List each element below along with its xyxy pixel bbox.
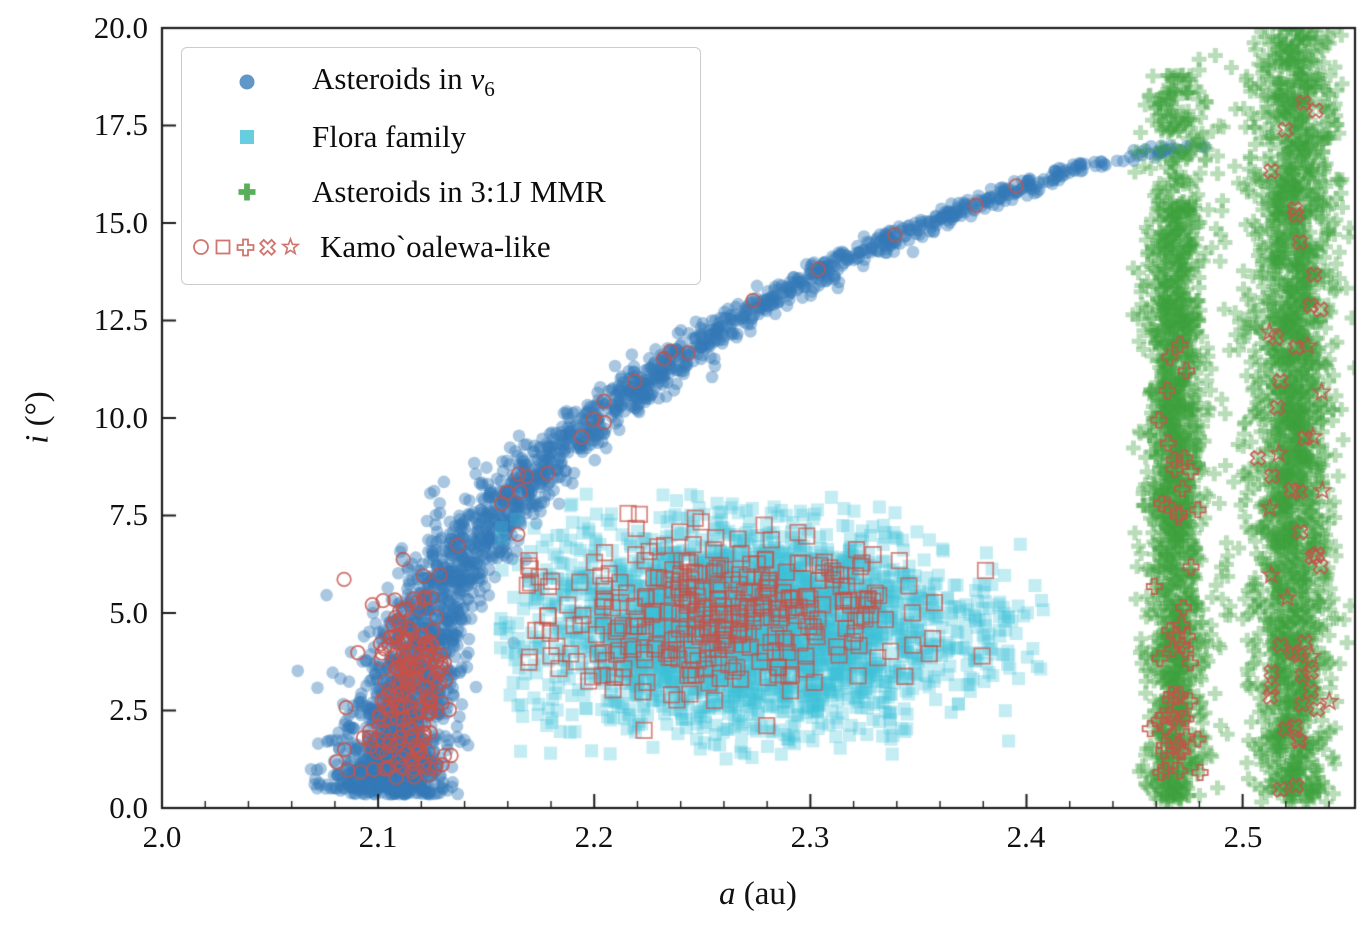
y-tick-label: 15.0 [93,205,148,240]
x-tick-label: 2.1 [358,819,398,854]
y-tick-label: 2.5 [109,692,148,727]
filled-circle-icon [182,65,312,99]
y-tick-label: 10.0 [93,400,148,435]
x-tick-label: 2.2 [574,819,614,854]
legend-item-flora: Flora family [182,109,700,164]
x-tick-label: 2.0 [142,819,182,854]
y-tick-label: 7.5 [109,497,148,532]
x-tick-label: 2.3 [790,819,830,854]
y-axis-label: i (°) [19,391,56,444]
legend-item-label: Asteroids in 3:1J MMR [312,173,606,209]
legend-item-mmr: Asteroids in 3:1J MMR [182,164,700,219]
y-tick-label: 5.0 [109,595,148,630]
open-markers-icon [182,230,320,264]
y-tick-label: 0.0 [109,790,148,825]
x-tick-label: 2.5 [1223,819,1263,854]
legend-item-label: Flora family [312,118,467,154]
y-tick-label: 17.5 [93,107,148,142]
legend-box: Asteroids in ν6 Flora family Asteroids i… [181,47,701,285]
y-tick-label: 12.5 [93,302,148,337]
filled-square-icon [182,120,312,154]
legend-item-label: Asteroids in ν6 [312,60,495,102]
x-axis-label: a (au) [719,876,797,912]
filled-plus-icon [182,175,312,209]
legend-item-label: Kamo`oalewa-like [320,228,551,264]
legend-item-kamooalewa: Kamo`oalewa-like [182,219,700,274]
y-tick-label: 20.0 [93,10,148,45]
legend-item-nu6: Asteroids in ν6 [182,54,700,109]
x-tick-label: 2.4 [1006,819,1046,854]
